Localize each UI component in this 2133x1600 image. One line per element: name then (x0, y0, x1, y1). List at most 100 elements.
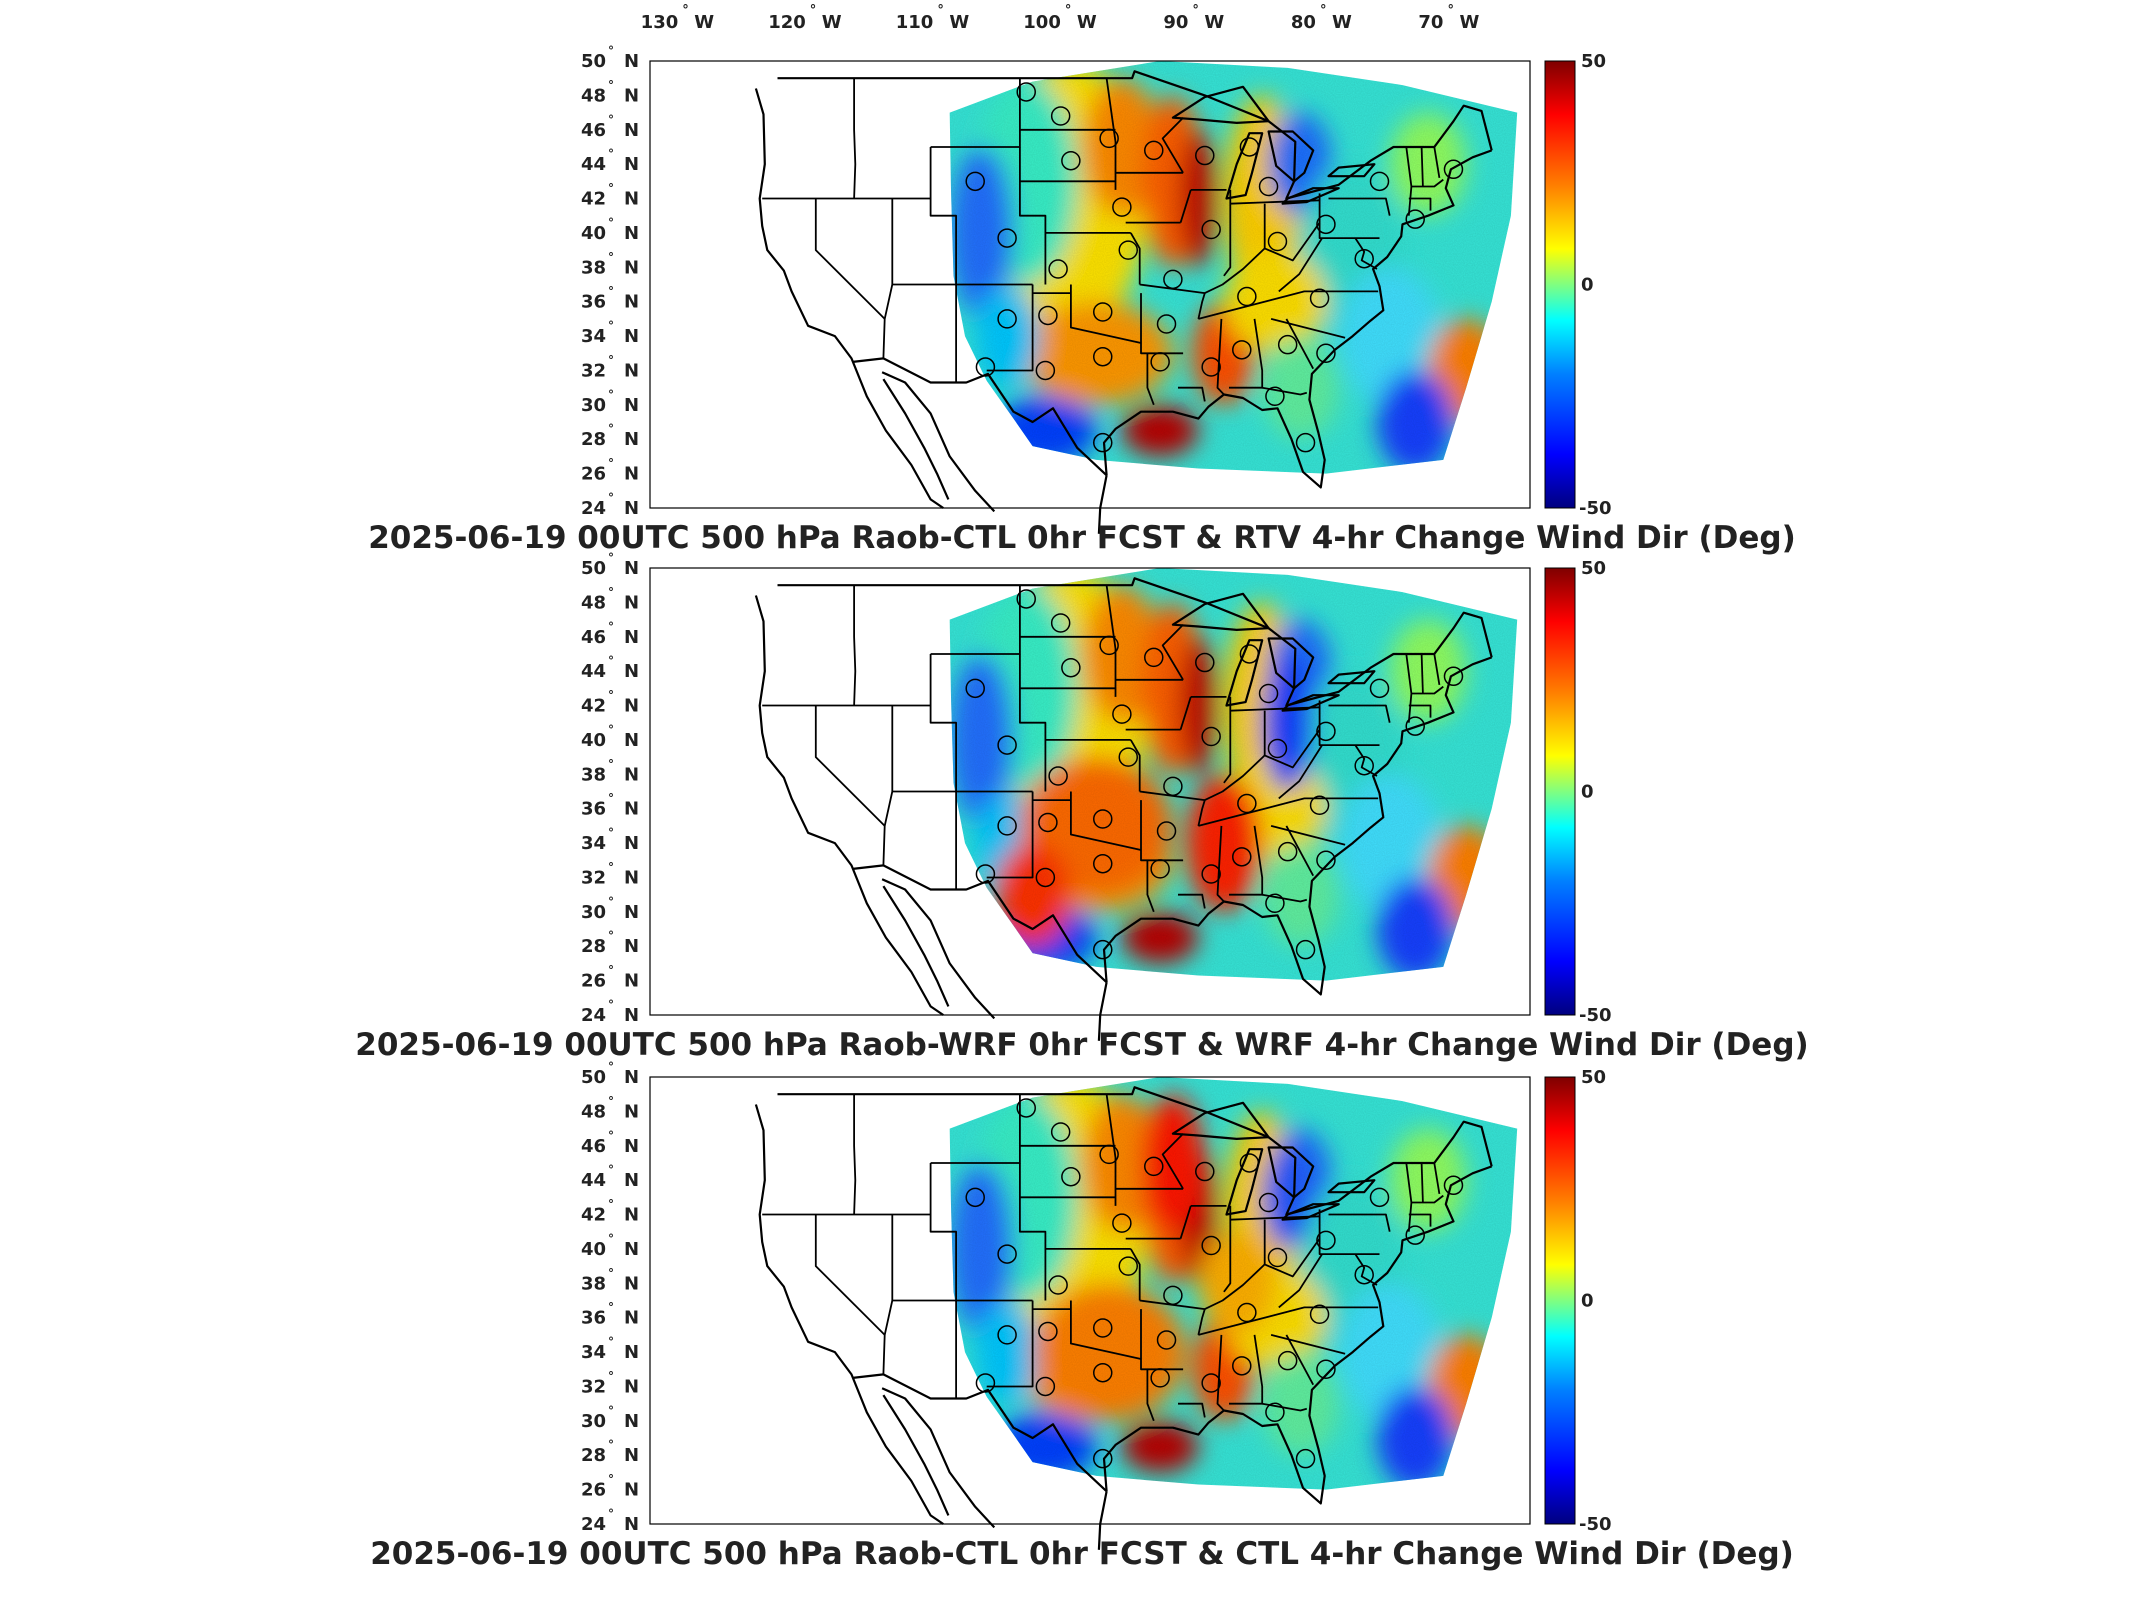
degree-symbol: ° (1065, 3, 1072, 18)
latitude-hemisphere: N (624, 120, 639, 141)
station-marker (1295, 939, 1316, 960)
latitude-hemisphere: N (624, 257, 639, 278)
latitude-label: 28 (581, 429, 606, 450)
degree-symbol: ° (682, 3, 689, 18)
latitude-axis-labels: 50 ° N48 ° N46 ° N44 ° N42 ° N40 ° N38 ° N36 ° N34 ° N32 ° N… (581, 1060, 639, 1535)
station-marker (1295, 432, 1316, 453)
latitude-hemisphere: N (624, 1445, 639, 1466)
station-marker (965, 678, 985, 699)
state-border (1070, 791, 1142, 851)
great-lake (1171, 85, 1270, 124)
latitude-label: 36 (581, 799, 606, 820)
longitude-hemisphere: W (694, 12, 714, 33)
station-marker (1201, 1235, 1221, 1256)
station-marker (1156, 821, 1177, 841)
latitude-hemisphere: N (624, 1480, 639, 1501)
colorbar (1544, 567, 1576, 1016)
station-marker (1150, 352, 1170, 372)
latitude-label: 28 (581, 1445, 606, 1466)
degree-symbol: ° (608, 353, 614, 367)
latitude-label: 28 (581, 936, 606, 957)
latitude-hemisphere: N (624, 1308, 639, 1329)
station-marker (1050, 613, 1071, 633)
colorbar (1544, 1076, 1576, 1525)
state-border (814, 705, 886, 827)
great-lake (1281, 1203, 1340, 1221)
state-border (1270, 1334, 1346, 1355)
state-border (1223, 1205, 1232, 1293)
station-marker (1309, 1304, 1330, 1325)
state-border (814, 198, 886, 320)
station-marker (975, 864, 996, 884)
state-border (1130, 1248, 1141, 1301)
station-marker (1093, 346, 1113, 367)
station-marker (1316, 1230, 1336, 1251)
state-border (882, 705, 894, 866)
state-border (1178, 893, 1206, 909)
great-lake (1267, 130, 1315, 183)
station-marker (1144, 1156, 1164, 1177)
state-border (1070, 1300, 1142, 1360)
coastline (882, 378, 950, 500)
state-border (1433, 653, 1441, 686)
station-marker (1309, 795, 1330, 816)
station-marker (1369, 1187, 1390, 1208)
colorbar-max-label: 50 (1581, 51, 1606, 72)
degree-symbol: ° (608, 620, 614, 634)
station-marker (1035, 867, 1056, 888)
station-marker (1265, 386, 1285, 406)
coastline (881, 1387, 996, 1529)
great-lake (1281, 187, 1340, 205)
geography-lines (754, 577, 1493, 1041)
station-marker (1195, 145, 1215, 166)
state-border (1278, 744, 1323, 800)
latitude-hemisphere: N (624, 1376, 639, 1397)
state-border (1230, 1215, 1320, 1221)
latitude-hemisphere: N (624, 1239, 639, 1260)
latitude-label: 24 (581, 1514, 606, 1535)
latitude-hemisphere: N (624, 189, 639, 210)
latitude-hemisphere: N (624, 1067, 639, 1088)
wind-direction-field (949, 568, 1518, 981)
station-marker (1369, 678, 1390, 699)
latitude-label: 46 (581, 120, 606, 141)
coastline (754, 88, 944, 509)
geography-lines (754, 70, 1493, 534)
degree-symbol: ° (608, 285, 614, 299)
degree-symbol: ° (608, 1301, 614, 1315)
latitude-label: 38 (581, 764, 606, 785)
station-marker (1016, 589, 1036, 609)
latitude-label: 30 (581, 902, 606, 923)
latitude-hemisphere: N (624, 1205, 639, 1226)
degree-symbol: ° (608, 113, 614, 127)
station-marker (1237, 793, 1257, 814)
panel-title: 2025-06-19 00UTC 500 hPa Raob-WRF 0hr FC… (355, 1027, 1808, 1063)
latitude-hemisphere: N (624, 764, 639, 785)
state-border (853, 585, 857, 706)
degree-symbol: ° (608, 1060, 614, 1074)
degree-symbol: ° (608, 929, 614, 943)
latitude-hemisphere: N (624, 627, 639, 648)
station-marker (1239, 137, 1260, 157)
station-marker (1316, 343, 1336, 364)
coastline (881, 878, 996, 1020)
station-marker (1093, 1448, 1113, 1469)
longitude-hemisphere: W (1204, 12, 1224, 33)
latitude-hemisphere: N (624, 592, 639, 613)
state-border (1179, 1205, 1192, 1239)
station-marker (1316, 214, 1336, 235)
raob-stations (965, 82, 1464, 453)
longitude-label: 90 (1163, 12, 1188, 33)
latitude-hemisphere: N (624, 1101, 639, 1122)
station-marker (1258, 1192, 1279, 1213)
state-border (1354, 237, 1378, 270)
latitude-hemisphere: N (624, 326, 639, 347)
station-marker (1316, 721, 1336, 742)
state-border (1411, 178, 1444, 188)
latitude-hemisphere: N (624, 799, 639, 820)
station-marker (1369, 171, 1390, 192)
longitude-label: 100 (1023, 12, 1061, 33)
state-border (1223, 696, 1232, 784)
latitude-label: 36 (581, 1308, 606, 1329)
